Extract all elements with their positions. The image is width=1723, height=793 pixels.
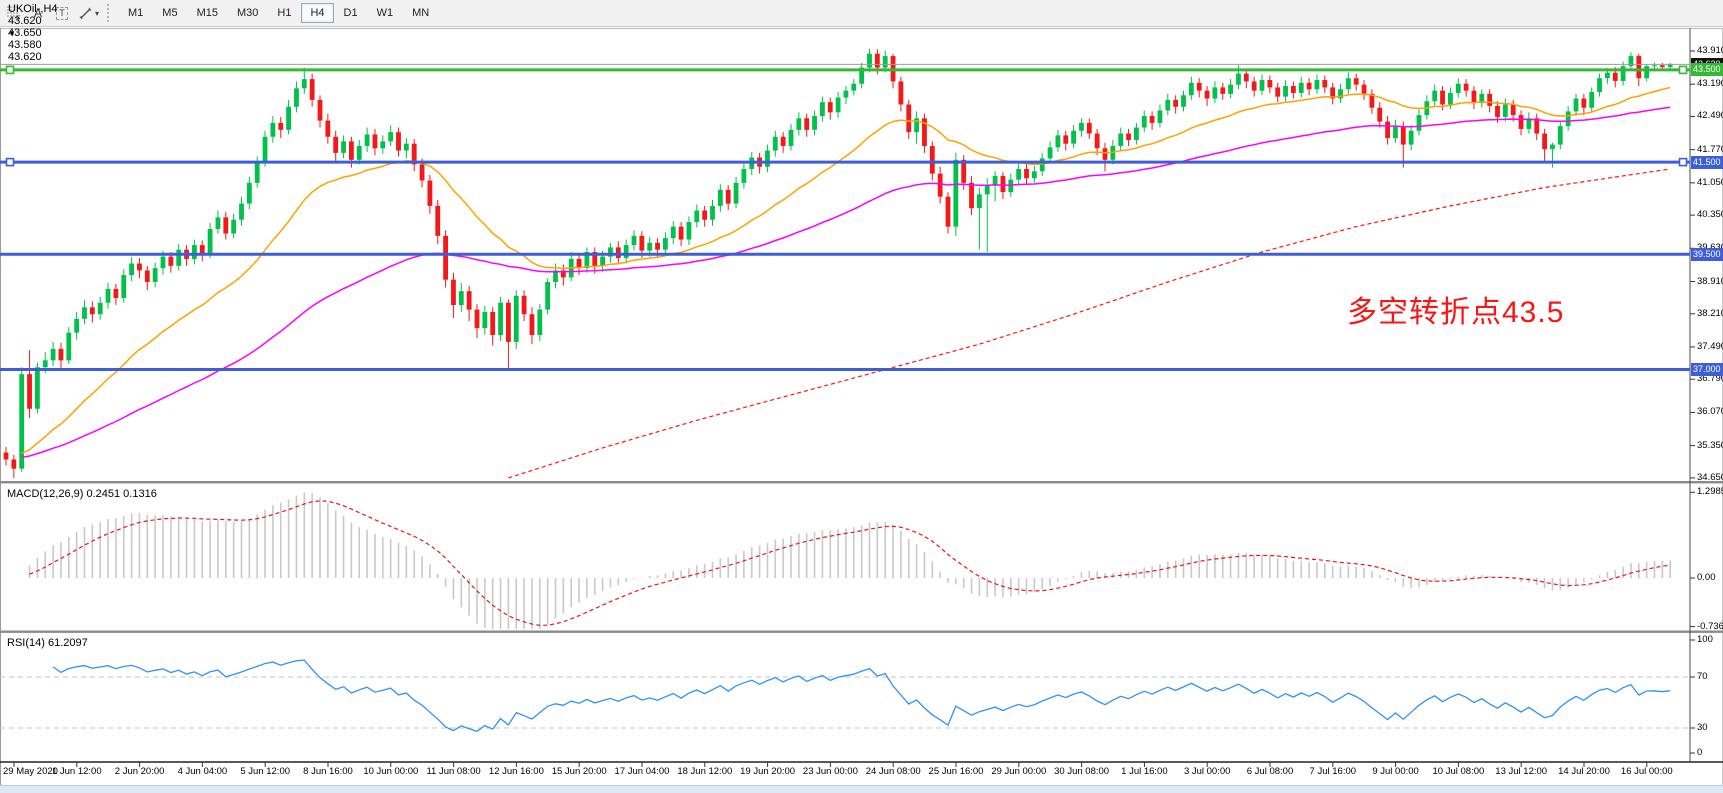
timeframe-button-D1[interactable]: D1: [335, 3, 367, 23]
rsi-tick-label: 100: [1697, 634, 1713, 645]
rsi-tick-label: 0: [1697, 747, 1703, 758]
macd-histogram: [28, 492, 1671, 629]
time-tick-label: 1 Jul 16:00: [1121, 765, 1168, 777]
hline-handle[interactable]: [1678, 157, 1688, 167]
price-tick-label: 36.070: [1697, 406, 1723, 418]
time-tick-label: 13 Jul 12:00: [1495, 765, 1548, 777]
time-tick-label: 29 May 2020: [3, 765, 58, 777]
svg-text:F: F: [16, 16, 20, 22]
price-tick-label: 41.770: [1697, 143, 1723, 155]
timeframe-button-M30[interactable]: M30: [228, 3, 267, 23]
grid-dots-glyph: F: [7, 6, 20, 22]
timeframe-button-W1[interactable]: W1: [368, 3, 403, 23]
time-tick-label: 1 Jun 12:00: [51, 765, 102, 777]
price-tick-label: 42.490: [1697, 110, 1723, 122]
candles-series: [3, 48, 1673, 478]
level-price-box-43.500: 43.500: [1691, 63, 1723, 77]
dropdown-caret-icon[interactable]: ▾: [95, 8, 100, 18]
hline-handle[interactable]: [5, 65, 15, 75]
time-tick-label: 8 Jun 16:00: [303, 765, 353, 777]
time-tick-label: 10 Jun 00:00: [363, 765, 419, 777]
time-tick-label: 9 Jul 00:00: [1372, 765, 1419, 777]
chart-grid-f-icon[interactable]: F: [2, 2, 26, 24]
price-tick-label: 36.790: [1697, 373, 1723, 385]
toolbar-grip[interactable]: [107, 4, 113, 22]
timeframe-button-MN[interactable]: MN: [403, 3, 438, 23]
time-tick-label: 7 Jul 16:00: [1309, 765, 1357, 777]
time-tick-label: 25 Jun 16:00: [928, 765, 984, 777]
price-tick-label: 37.490: [1697, 340, 1723, 352]
price-tick-label: 41.050: [1697, 176, 1723, 188]
time-tick-label: 16 Jul 00:00: [1620, 765, 1673, 777]
horizontal-scrollbar[interactable]: [0, 785, 1723, 793]
timeframe-toolbar: M1 M5 M15 M30 H1 H4 D1 W1 MN: [119, 3, 438, 23]
macd-tick-label: -0.7362: [1697, 620, 1723, 632]
time-tick-label: 12 Jun 16:00: [488, 765, 544, 777]
timeframe-button-H4[interactable]: H4: [301, 3, 334, 23]
macd-indicator-label: MACD(12,26,9) 0.2451 0.1316: [7, 488, 157, 500]
timeframe-button-M1[interactable]: M1: [119, 3, 152, 23]
text-label-icon[interactable]: T: [50, 2, 74, 24]
macd-tick-label: 0.00: [1697, 572, 1716, 583]
rsi-line: [52, 659, 1671, 733]
price-axis[interactable]: [1690, 28, 1723, 762]
price-tick-label: 43.190: [1697, 78, 1723, 90]
time-tick-label: 24 Jun 08:00: [865, 765, 921, 777]
hline-handle[interactable]: [1678, 65, 1688, 75]
time-tick-label: 14 Jul 20:00: [1558, 765, 1610, 777]
macd-tick-label: 1.2985: [1697, 486, 1723, 498]
rsi-tick-label: 30: [1697, 722, 1708, 733]
fast-ma-line: [21, 86, 1671, 454]
slow-ma-line: [508, 168, 1671, 479]
hline-handle[interactable]: [5, 157, 15, 167]
level-price-box-37.000: 37.000: [1691, 363, 1723, 377]
price-tick-label: 40.350: [1697, 209, 1723, 221]
time-tick-label: 17 Jun 04:00: [614, 765, 670, 777]
time-tick-label: 5 Jun 12:00: [240, 765, 291, 777]
time-tick-label: 15 Jun 20:00: [551, 765, 607, 777]
time-tick-label: 6 Jul 08:00: [1246, 765, 1294, 777]
timeframe-button-M5[interactable]: M5: [153, 3, 186, 23]
symbol-quote-text: UKOil-,H4 43.620 43.650 43.580 43.620: [8, 3, 58, 63]
timeframe-button-M15[interactable]: M15: [188, 3, 227, 23]
font-a-icon[interactable]: A: [26, 2, 50, 24]
price-tick-label: 34.650: [1697, 471, 1723, 483]
diagonal-arrows-glyph: [79, 7, 92, 19]
macd-signal-line: [29, 500, 1671, 627]
rsi-indicator-label: RSI(14) 61.2097: [7, 637, 88, 649]
toolbar: F A T ▾ M1 M5 M15 M30 H1 H4 D1 W1 MN: [0, 0, 1723, 27]
time-tick-label: 11 Jun 08:00: [426, 765, 481, 777]
text-tool-glyph: T: [56, 6, 68, 20]
time-tick-label: 23 Jun 00:00: [802, 765, 858, 777]
time-tick-label: 10 Jul 08:00: [1432, 765, 1485, 777]
time-tick-label: 30 Jun 08:00: [1054, 765, 1110, 777]
time-tick-label: 18 Jun 12:00: [677, 765, 733, 777]
symbol-dropdown-icon[interactable]: ▼: [8, 28, 16, 38]
medium-ma-line: [21, 106, 1671, 459]
time-tick-label: 2 Jun 20:00: [114, 765, 165, 777]
time-tick-label: 4 Jun 04:00: [177, 765, 228, 777]
price-tick-label: 38.910: [1697, 275, 1723, 287]
level-price-box-41.500: 41.500: [1691, 155, 1723, 169]
rsi-tick-label: 70: [1697, 671, 1708, 682]
price-tick-label: 35.350: [1697, 439, 1723, 451]
time-tick-label: 29 Jun 00:00: [991, 765, 1047, 777]
price-tick-label: 43.910: [1697, 45, 1723, 56]
annotation-text[interactable]: 多空转折点43.5: [1347, 296, 1565, 329]
level-price-box-39.500: 39.500: [1691, 247, 1723, 261]
timeframe-button-H1[interactable]: H1: [268, 3, 300, 23]
time-tick-label: 19 Jun 20:00: [740, 765, 796, 777]
time-tick-label: 3 Jul 00:00: [1183, 765, 1231, 777]
price-tick-label: 38.210: [1697, 307, 1723, 319]
objects-arrows-icon[interactable]: ▾: [74, 2, 103, 24]
